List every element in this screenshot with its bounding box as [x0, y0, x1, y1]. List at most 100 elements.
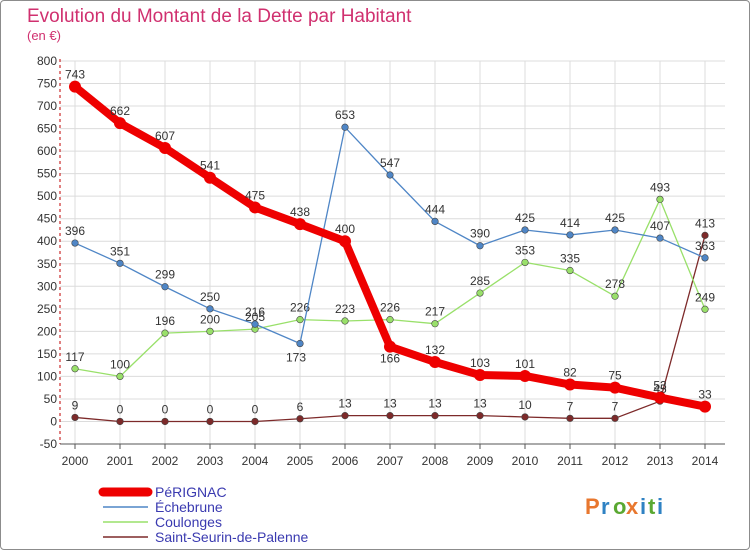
data-label: 200 [200, 312, 220, 326]
data-point [161, 329, 169, 337]
y-tick-label: 700 [37, 99, 57, 113]
data-point [431, 217, 439, 226]
x-tick-label: 2006 [332, 454, 359, 468]
data-label: 75 [608, 369, 622, 383]
series-2: 117 100 196 200 205 226 223 226 217 285 353 335 278 4… [65, 180, 715, 381]
y-tick-label: 650 [37, 122, 57, 136]
data-label: 475 [245, 188, 265, 202]
data-label: 299 [155, 268, 175, 282]
y-tick-label: 200 [37, 324, 57, 338]
data-point [611, 226, 619, 234]
data-label: 607 [155, 129, 175, 143]
data-point [161, 283, 169, 291]
data-label: 216 [245, 305, 265, 319]
data-point [341, 123, 349, 131]
data-point [114, 117, 126, 130]
data-label: 250 [200, 290, 220, 304]
chart-subtitle: (en €) [27, 28, 61, 43]
data-point [116, 417, 124, 426]
data-point [701, 254, 709, 262]
data-point [296, 316, 304, 324]
y-tick-label: 350 [37, 257, 57, 271]
data-label: 0 [117, 402, 124, 416]
data-label: 547 [380, 156, 400, 170]
data-label: 13 [338, 397, 352, 411]
data-label: 6 [297, 400, 304, 414]
y-tick-label: 150 [37, 347, 57, 361]
brand-letter: x [626, 494, 639, 519]
data-point [564, 378, 576, 391]
data-label: 82 [563, 366, 577, 380]
data-point [206, 327, 214, 335]
data-label: 217 [425, 305, 445, 319]
data-label: 7 [612, 399, 619, 413]
data-point [386, 412, 394, 420]
data-label: 205 [245, 310, 265, 324]
data-point [161, 417, 169, 426]
data-label: 53 [653, 379, 667, 393]
legend-label: Saint-Seurin-de-Palenne [155, 529, 309, 545]
x-tick-label: 2014 [692, 454, 719, 468]
data-label: 743 [65, 68, 85, 82]
data-point [69, 80, 81, 93]
data-label: 0 [207, 402, 214, 416]
data-label: 13 [383, 397, 397, 411]
data-label: 413 [695, 216, 715, 230]
data-point [611, 292, 619, 300]
data-point [701, 231, 709, 239]
brand-letter: P [585, 494, 600, 519]
x-tick-label: 2002 [152, 454, 179, 468]
data-label: 101 [515, 357, 535, 371]
data-label: 425 [605, 211, 625, 225]
data-point [159, 141, 171, 154]
data-point [474, 369, 486, 382]
data-point [116, 372, 124, 381]
data-point [521, 226, 529, 234]
data-point [566, 231, 574, 239]
data-point [431, 320, 439, 328]
data-label: 390 [470, 227, 490, 241]
y-tick-label: 50 [44, 392, 58, 406]
data-label: 285 [470, 274, 490, 288]
x-tick-label: 2009 [467, 454, 494, 468]
data-label: 353 [515, 243, 535, 257]
data-label: 13 [473, 397, 487, 411]
data-point [431, 412, 439, 420]
data-point [386, 171, 394, 179]
data-point [521, 258, 529, 267]
data-label: 100 [110, 357, 130, 371]
data-label: 363 [695, 239, 715, 253]
y-tick-label: 450 [37, 212, 57, 226]
data-point [566, 266, 574, 275]
data-point [206, 305, 214, 313]
data-label: 541 [200, 159, 220, 173]
data-label: 132 [425, 343, 445, 357]
y-tick-label: 250 [37, 302, 57, 316]
data-point [251, 320, 259, 328]
data-label: 249 [695, 290, 715, 304]
data-point [116, 259, 124, 267]
data-point [654, 391, 666, 404]
data-point [71, 365, 79, 373]
y-tick-label: 750 [37, 77, 57, 91]
data-point [519, 369, 531, 382]
data-label: 0 [162, 402, 169, 416]
brand-letter: o [613, 494, 626, 519]
data-label: 493 [650, 180, 670, 194]
data-label: 335 [560, 252, 580, 266]
axes: -500501001502002503003504004505005506006… [37, 54, 725, 468]
data-label: 351 [110, 244, 130, 258]
data-point [701, 305, 709, 313]
data-point [296, 415, 304, 423]
data-label: 223 [335, 302, 355, 316]
x-tick-label: 2004 [242, 454, 269, 468]
data-point [204, 171, 216, 184]
series-1: 396 351 299 250 216 173 653 547 444 390 425 414 425 4… [65, 108, 715, 364]
data-label: 396 [65, 224, 85, 238]
data-label: 103 [470, 356, 490, 370]
data-point [656, 195, 664, 203]
data-point [476, 289, 484, 297]
brand-letter: i [640, 494, 646, 519]
data-point [384, 340, 396, 353]
